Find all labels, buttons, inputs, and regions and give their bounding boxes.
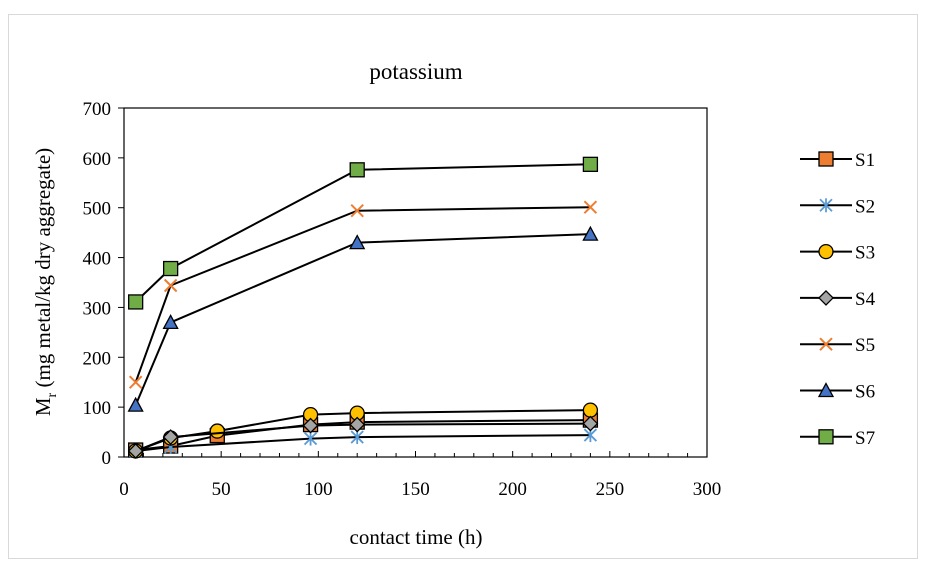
series-line — [134, 206, 591, 383]
series-line — [134, 233, 591, 406]
x-tick-label: 0 — [119, 479, 129, 500]
y-axis: 0 100 200 300 400 500 600 700 — [83, 99, 124, 469]
legend-label: S5 — [855, 335, 875, 356]
series-line — [135, 163, 591, 303]
legend-label: S1 — [855, 150, 875, 171]
data-point — [162, 314, 179, 330]
series-s6 — [127, 225, 599, 412]
series-s5 — [128, 200, 598, 389]
y-tick-label: 0 — [102, 448, 112, 469]
data-point — [128, 294, 144, 310]
x-axis: 0 50 100 150 200 250 300 — [119, 451, 721, 500]
data-point — [349, 234, 366, 250]
legend-marker — [818, 429, 834, 445]
y-axis-label-rest: (mg metal/kg dry aggregate) — [31, 148, 55, 393]
data-point — [162, 429, 179, 445]
legend-marker — [819, 337, 833, 351]
x-tick-label: 50 — [212, 479, 231, 500]
y-tick-label: 200 — [83, 348, 112, 369]
legend-item-s3[interactable]: S3 — [800, 243, 875, 264]
y-axis-label-sub: r — [45, 392, 60, 397]
data-point — [209, 423, 225, 439]
series-s2 — [129, 428, 598, 459]
data-point — [162, 260, 179, 277]
y-tick-label: 400 — [83, 249, 112, 270]
data-point — [583, 200, 598, 214]
series-layer — [127, 156, 599, 459]
data-point — [349, 416, 366, 433]
data-point — [163, 278, 178, 293]
x-axis-label: contact time (h) — [350, 525, 483, 549]
y-axis-label-main: M — [31, 397, 55, 416]
x-tick-label: 250 — [596, 479, 625, 500]
x-tick-label: 150 — [401, 479, 430, 500]
legend-label: S6 — [855, 382, 875, 403]
x-tick-label: 200 — [498, 479, 527, 500]
chart-frame — [8, 14, 918, 559]
legend-marker — [817, 382, 835, 398]
plot-area — [123, 107, 708, 458]
series-s4 — [127, 415, 599, 459]
y-tick-label: 700 — [83, 99, 112, 120]
legend-label: S4 — [855, 289, 876, 310]
legend[interactable]: S1 S2 S3 S4 S5 S6 S7 — [800, 150, 876, 449]
x-tick-label: 300 — [693, 479, 722, 500]
data-point — [582, 415, 599, 432]
series-s3 — [128, 402, 599, 459]
chart-title: potassium — [369, 59, 462, 84]
legend-item-s6[interactable]: S6 — [800, 382, 875, 403]
legend-item-s2[interactable]: S2 — [800, 196, 875, 217]
legend-label: S2 — [855, 196, 875, 217]
data-point — [128, 375, 143, 389]
legend-item-s5[interactable]: S5 — [800, 335, 875, 356]
legend-item-s1[interactable]: S1 — [800, 150, 875, 171]
legend-item-s4[interactable]: S4 — [800, 289, 876, 310]
y-axis-label: Mr (mg metal/kg dry aggregate) — [31, 148, 60, 416]
y-tick-label: 500 — [83, 199, 112, 220]
y-tick-label: 300 — [83, 298, 112, 319]
legend-marker — [818, 151, 834, 167]
y-tick-label: 100 — [83, 398, 112, 419]
data-point — [582, 225, 599, 241]
x-tick-label: 100 — [304, 479, 333, 500]
y-tick-label: 600 — [83, 149, 112, 170]
data-point — [127, 396, 144, 412]
data-point — [582, 156, 599, 172]
series-s7 — [128, 156, 599, 310]
data-point — [303, 431, 318, 446]
legend-marker — [818, 289, 834, 306]
data-point — [127, 443, 144, 459]
data-point — [582, 402, 599, 418]
legend-label: S7 — [855, 428, 875, 449]
data-point — [349, 162, 365, 178]
legend-item-s7[interactable]: S7 — [800, 428, 875, 449]
legend-marker — [819, 198, 833, 213]
legend-marker — [818, 243, 834, 260]
data-point — [350, 203, 364, 218]
data-point — [302, 417, 319, 434]
legend-label: S3 — [855, 243, 875, 264]
